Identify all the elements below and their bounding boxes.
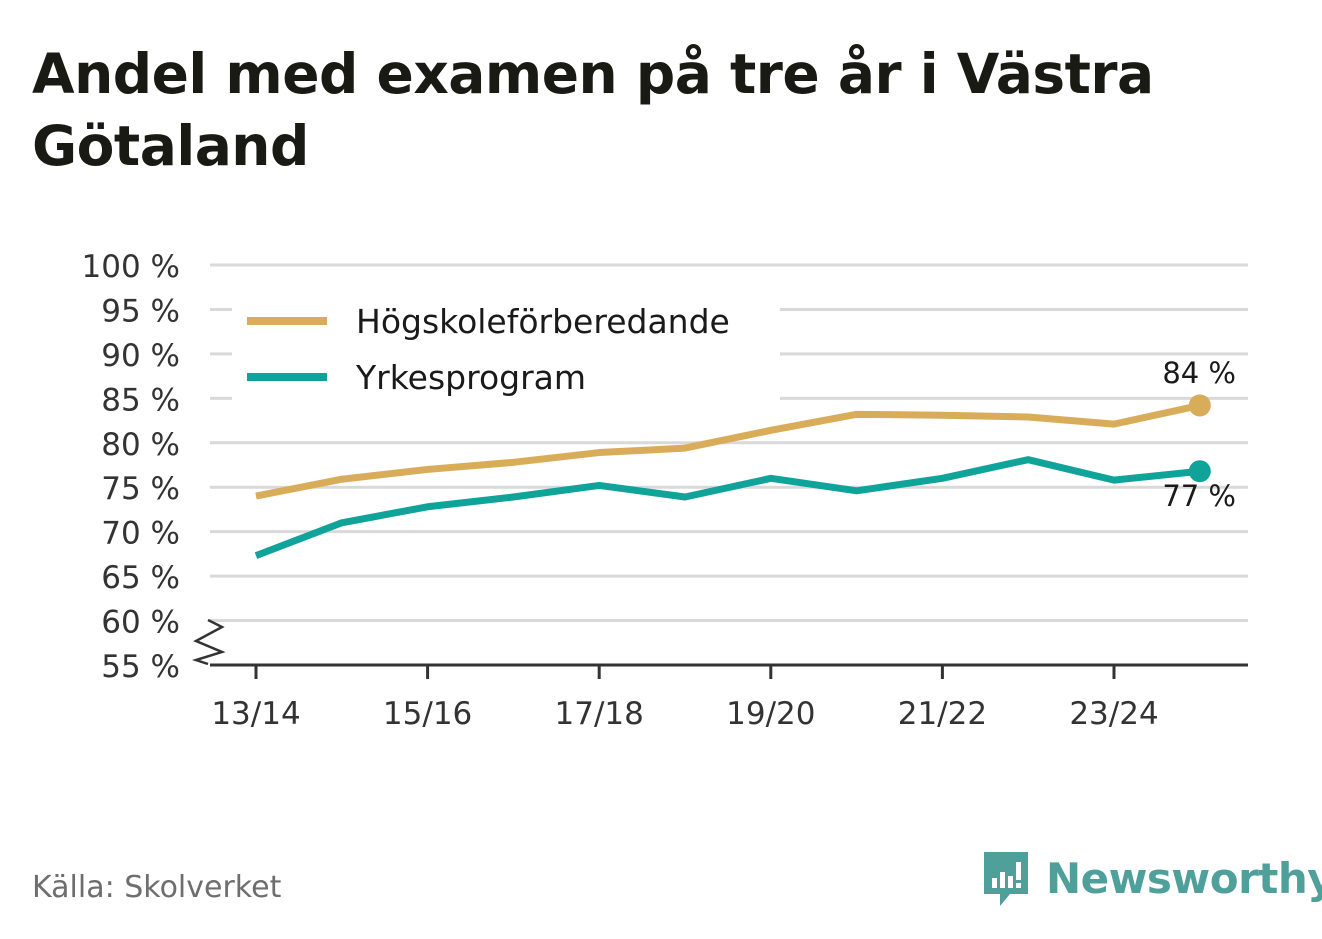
y-tick-label-65: 65 % [101,560,180,596]
axis-break-icon [191,618,226,666]
x-axis: 13/14 15/16 17/18 19/20 21/22 23/24 [191,618,1248,732]
x-tick-label-2: 15/16 [383,696,472,732]
end-label-hogskoleforberedande: 84 % [1162,356,1236,390]
legend-label-hogskoleforberedande: Högskoleförberedande [356,302,730,341]
x-tick-label-8: 21/22 [898,696,987,732]
end-labels: 84 % 77 % [1162,356,1236,513]
newsworthy-logo-icon [984,852,1028,906]
legend: Högskoleförberedande Yrkesprogram [232,292,780,404]
legend-label-yrkesprogram: Yrkesprogram [355,358,586,397]
y-tick-label-55: 55 % [101,649,180,685]
series-endpoint-hogskoleforberedande [1188,394,1211,417]
series-lines [254,394,1211,559]
y-tick-label-95: 95 % [101,293,180,329]
y-tick-label-75: 75 % [101,471,180,507]
y-tick-label-80: 80 % [101,427,180,463]
x-tick-label-0: 13/14 [211,696,300,732]
x-tick-label-6: 19/20 [726,696,815,732]
y-tick-label-90: 90 % [101,338,180,374]
legend-background [232,292,780,404]
x-tick-label-4: 17/18 [555,696,644,732]
y-axis-tick-labels: 55 % 60 % 65 % 70 % 75 % 80 % 85 % 90 % 95 % 100 … [82,249,180,685]
y-tick-label-85: 85 % [101,382,180,418]
brand-name: Newsworthy [1046,853,1322,903]
series-line-yrkesprogram [254,456,1201,559]
series-line-hogskoleforberedande [255,402,1201,500]
y-tick-label-70: 70 % [101,516,180,552]
x-tick-label-10: 23/24 [1069,696,1158,732]
end-label-yrkesprogram: 77 % [1162,479,1236,513]
chart-title: Andel med examen på tre år i Västra Göta… [32,42,1154,178]
series-endpoint-yrkesprogram [1188,460,1211,483]
y-tick-label-60: 60 % [101,605,180,641]
y-tick-label-100: 100 % [82,249,180,285]
source-note: Källa: Skolverket [32,870,282,905]
brand-logo: Newsworthy [980,848,1322,908]
